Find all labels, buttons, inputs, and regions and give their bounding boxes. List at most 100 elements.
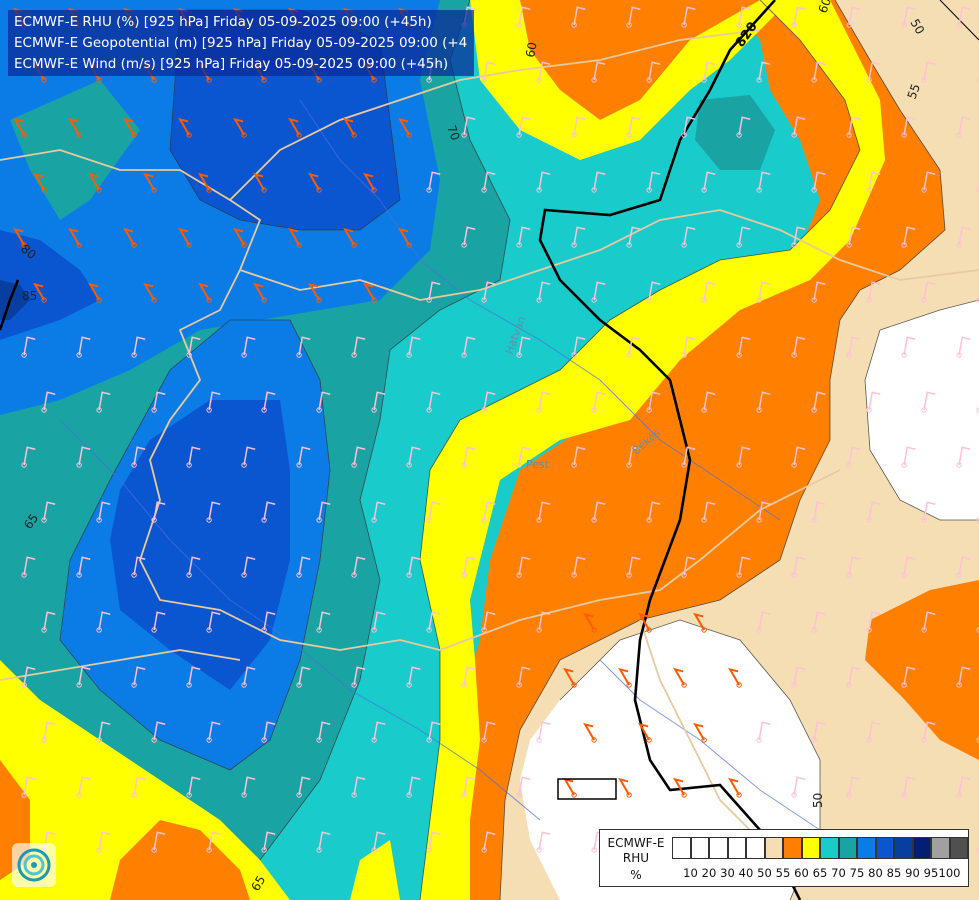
ecmwf-logo — [12, 843, 56, 887]
wind-station-dot — [681, 682, 687, 688]
wind-station-dot — [866, 407, 872, 413]
wind-station-dot — [591, 77, 597, 83]
wind-station-dot — [371, 407, 377, 413]
wind-station-dot — [151, 187, 157, 193]
wind-barb — [738, 446, 751, 466]
wind-station-dot — [261, 77, 267, 83]
wind-station-dot — [316, 297, 322, 303]
wind-station-dot — [956, 352, 962, 358]
rhu-band-75-ne — [695, 95, 775, 170]
wind-barb — [703, 61, 716, 81]
wind-station-dot — [791, 682, 797, 688]
wind-station-dot — [756, 737, 762, 743]
wind-barb — [903, 666, 916, 686]
wind-barb — [318, 391, 331, 411]
wind-barb — [923, 721, 936, 741]
legend-tick-label: 10 — [683, 866, 698, 880]
contour-label: 50 — [811, 793, 825, 808]
wind-barb — [263, 391, 276, 411]
wind-barb — [868, 611, 881, 631]
wind-station-dot — [21, 242, 27, 248]
wind-barb — [903, 116, 916, 136]
wind-barb — [518, 666, 531, 686]
wind-station-dot — [626, 132, 632, 138]
wind-barb — [583, 722, 595, 741]
wind-barb — [958, 776, 971, 796]
legend-swatch — [838, 837, 857, 859]
wind-station-dot — [901, 132, 907, 138]
wind-station-dot — [736, 22, 742, 28]
wind-barb — [98, 611, 111, 631]
wind-station-dot — [96, 297, 102, 303]
wind-station-dot — [296, 242, 302, 248]
wind-barb — [133, 446, 146, 466]
wind-barb — [68, 117, 80, 136]
wind-station-dot — [536, 517, 542, 523]
wind-barb — [143, 172, 155, 191]
wind-station-dot — [41, 77, 47, 83]
wind-barb — [318, 721, 331, 741]
wind-station-dot — [901, 682, 907, 688]
wind-station-dot — [571, 242, 577, 248]
wind-station-dot — [866, 517, 872, 523]
wind-station-dot — [406, 242, 412, 248]
wind-station-dot — [681, 242, 687, 248]
wind-barb — [198, 172, 210, 191]
wind-barb — [628, 556, 641, 576]
wind-station-dot — [626, 462, 632, 468]
wind-barb — [793, 116, 806, 136]
wind-barb — [738, 116, 751, 136]
wind-station-dot — [41, 737, 47, 743]
wind-barb — [483, 831, 496, 851]
wind-barb — [208, 391, 221, 411]
wind-station-dot — [481, 407, 487, 413]
wind-station-dot — [626, 792, 632, 798]
wind-barb — [98, 501, 111, 521]
legend-tick-label: 60 — [794, 866, 809, 880]
wind-barb — [518, 446, 531, 466]
wind-station-dot — [976, 77, 979, 83]
wind-barb — [868, 721, 881, 741]
wind-station-dot — [41, 517, 47, 523]
wind-station-dot — [646, 77, 652, 83]
wind-barb — [43, 721, 56, 741]
wind-barb — [408, 336, 421, 356]
wind-station-dot — [811, 297, 817, 303]
wind-barb — [683, 556, 696, 576]
wind-barb — [813, 281, 826, 301]
rhu-band-85-west — [0, 230, 100, 340]
wind-barb — [363, 282, 375, 301]
wind-station-dot — [791, 242, 797, 248]
wind-station-dot — [186, 352, 192, 358]
wind-station-dot — [351, 242, 357, 248]
wind-station-dot — [131, 352, 137, 358]
wind-station-dot — [536, 847, 542, 853]
wind-barb — [373, 391, 386, 411]
wind-barb — [208, 611, 221, 631]
legend-tick-label: 85 — [886, 866, 902, 880]
wind-barb — [483, 281, 496, 301]
wind-station-dot — [151, 77, 157, 83]
wind-station-dot — [131, 242, 137, 248]
wind-barb — [738, 6, 751, 26]
wind-station-dot — [351, 792, 357, 798]
wind-barb — [628, 336, 641, 356]
wind-barb — [483, 501, 496, 521]
wind-station-dot — [681, 132, 687, 138]
wind-station-dot — [901, 462, 907, 468]
wind-station-dot — [756, 517, 762, 523]
wind-barb — [243, 556, 256, 576]
wind-barb — [298, 336, 311, 356]
wind-barb — [683, 336, 696, 356]
wind-station-dot — [536, 297, 542, 303]
wind-barb — [308, 172, 320, 191]
wind-barb — [538, 281, 551, 301]
wind-station-dot — [626, 682, 632, 688]
place-label-pest: Pest — [526, 458, 550, 471]
wind-barb — [298, 446, 311, 466]
wind-barb — [648, 171, 661, 191]
wind-barb — [33, 282, 45, 301]
legend-tick-label: 75 — [849, 866, 865, 880]
wind-station-dot — [206, 297, 212, 303]
